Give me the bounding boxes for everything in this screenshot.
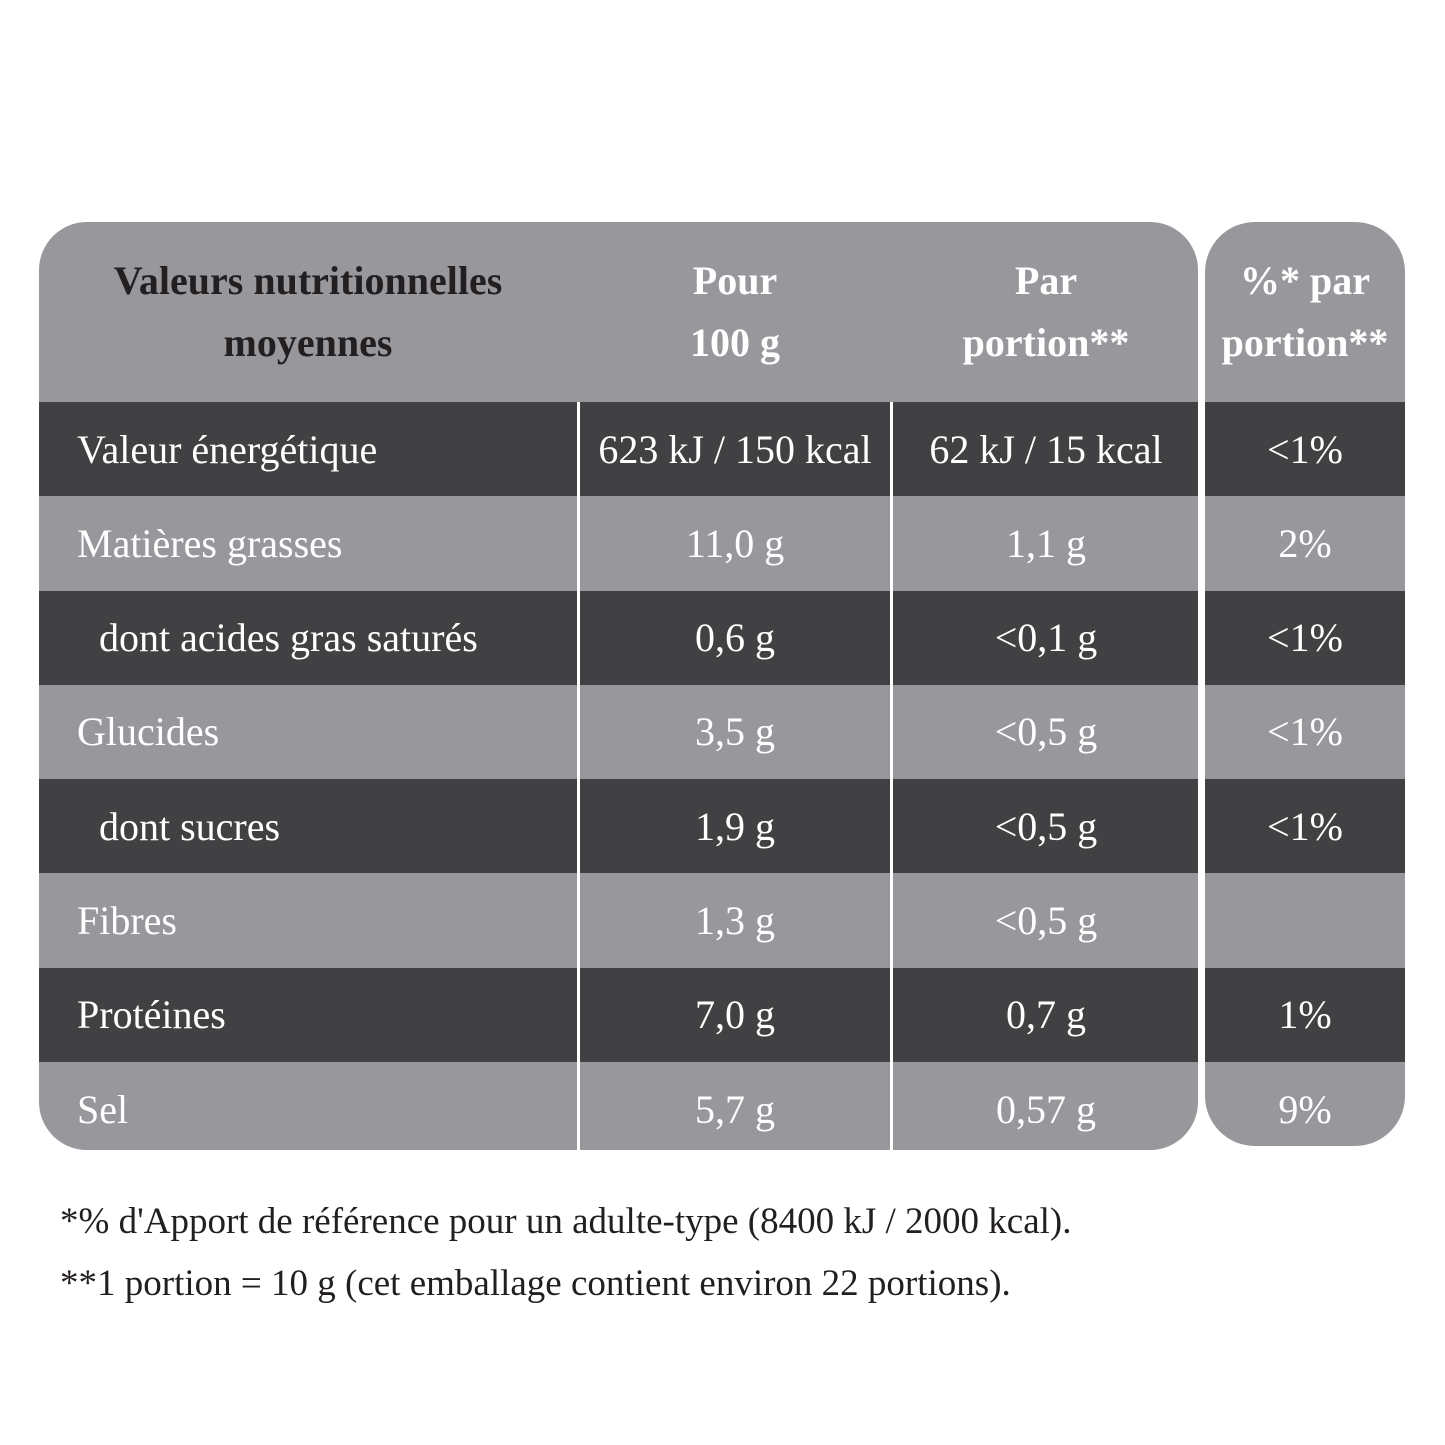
percent-row: 9% xyxy=(1205,1062,1405,1146)
percent-reference-intake: 9% xyxy=(1278,1086,1332,1132)
nutrient-label: Matières grasses xyxy=(77,520,343,566)
percent-reference-intake: <1% xyxy=(1267,709,1343,755)
value-per-100g: 1,3 g xyxy=(695,898,775,943)
value-per-portion: <0,1 g xyxy=(994,615,1098,661)
header-line: Valeurs nutritionnelles xyxy=(113,258,503,303)
value-per-portion: 62 kJ / 15 kcal xyxy=(929,426,1163,472)
table-row: Glucides 3,5 g <0,5 g xyxy=(39,685,1198,779)
percent-row: <1% xyxy=(1205,402,1405,496)
nutrient-label: dont sucres xyxy=(99,803,281,849)
value-per-portion: <0,5 g xyxy=(994,709,1098,755)
table-row: dont sucres 1,9 g <0,5 g xyxy=(39,779,1198,874)
percent-row: 2% xyxy=(1205,496,1405,590)
value-per-100g: 0,6 g xyxy=(695,615,775,661)
nutrition-table: Valeurs nutritionnelles moyennes Pour 10… xyxy=(39,222,1198,1150)
table-row: Protéines 7,0 g 0,7 g xyxy=(39,967,1198,1062)
value-per-portion: <0,5 g xyxy=(994,803,1098,849)
percent-reference-intake xyxy=(1205,874,1405,968)
nutrient-label: Valeur énergétique xyxy=(77,426,378,472)
percent-reference-column: %* par portion** <1% 2% <1% <1% <1% 1% 9% xyxy=(1205,222,1405,1146)
footnote-reference-intake: *% d'Apport de référence pour un adulte-… xyxy=(60,1201,1072,1242)
value-per-100g: 7,0 g xyxy=(695,992,775,1038)
table-row: dont acides gras saturés 0,6 g <0,1 g xyxy=(39,590,1198,685)
percent-reference-intake: <1% xyxy=(1267,426,1343,472)
value-per-100g: 623 kJ / 150 kcal xyxy=(598,426,872,472)
value-per-100g: 1,9 g xyxy=(695,803,775,849)
value-per-portion: <0,5 g xyxy=(994,898,1098,943)
percent-row: <1% xyxy=(1205,779,1405,874)
header-nutritional-values: Valeurs nutritionnelles moyennes xyxy=(39,222,577,402)
header-percent-per-portion: %* par portion** xyxy=(1205,222,1405,402)
header-line: 100 g xyxy=(690,320,780,365)
header-line: Pour xyxy=(692,258,778,303)
value-per-portion: 0,57 g xyxy=(996,1086,1096,1132)
nutrient-label: Fibres xyxy=(77,898,177,943)
table-row: Fibres 1,3 g <0,5 g xyxy=(39,874,1198,968)
column-divider xyxy=(577,402,580,1150)
percent-reference-intake: <1% xyxy=(1267,803,1343,849)
percent-row xyxy=(1205,874,1405,968)
header-line: portion** xyxy=(1221,320,1389,365)
nutrient-label: Sel xyxy=(77,1086,129,1132)
table-row: Valeur énergétique 623 kJ / 150 kcal 62 kJ… xyxy=(39,402,1198,496)
footnote-portion: **1 portion = 10 g (cet emballage contie… xyxy=(60,1263,1011,1304)
value-per-portion: 1,1 g xyxy=(1006,520,1086,566)
percent-row: <1% xyxy=(1205,685,1405,779)
table-row: Sel 5,7 g 0,57 g xyxy=(39,1062,1198,1150)
value-per-portion: 0,7 g xyxy=(1006,992,1086,1038)
percent-row: <1% xyxy=(1205,590,1405,685)
header-line: Par xyxy=(1014,258,1078,303)
header-line: portion** xyxy=(962,320,1130,365)
table-row: Matières grasses 11,0 g 1,1 g xyxy=(39,496,1198,590)
header-per-100g: Pour 100 g xyxy=(580,222,890,402)
percent-row: 1% xyxy=(1205,967,1405,1062)
header-line: moyennes xyxy=(223,320,393,365)
header-per-portion: Par portion** xyxy=(894,222,1198,402)
value-per-100g: 11,0 g xyxy=(685,520,785,566)
header-line: %* par xyxy=(1240,258,1370,303)
percent-reference-intake: 2% xyxy=(1278,520,1332,566)
percent-reference-intake: 1% xyxy=(1278,992,1332,1038)
column-divider xyxy=(890,402,893,1150)
value-per-100g: 3,5 g xyxy=(695,709,775,755)
nutrient-label: Protéines xyxy=(77,992,226,1038)
percent-reference-intake: <1% xyxy=(1267,615,1343,661)
nutrient-label: dont acides gras saturés xyxy=(99,615,478,661)
value-per-100g: 5,7 g xyxy=(695,1086,775,1132)
nutrient-label: Glucides xyxy=(77,709,220,755)
